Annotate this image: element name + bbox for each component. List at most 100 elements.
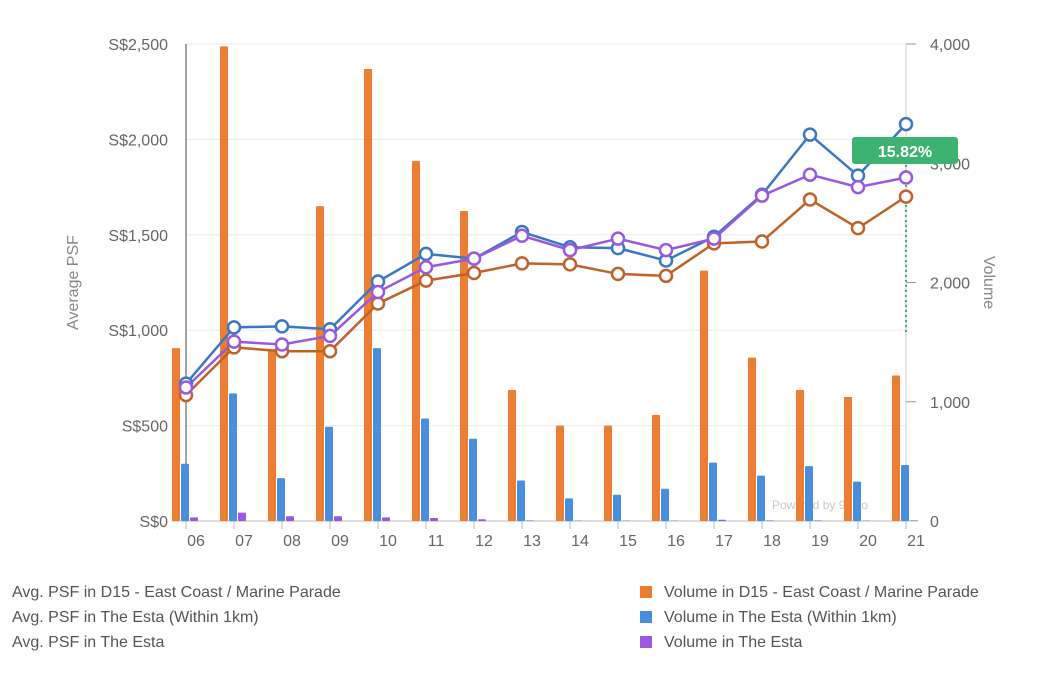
bar (910, 520, 918, 521)
bar (892, 375, 900, 521)
bar (814, 520, 822, 521)
series-line (185, 195, 907, 396)
data-point (802, 167, 818, 182)
bar (556, 425, 564, 521)
bar (229, 393, 237, 521)
y-left-tick-label: S$2,500 (108, 37, 168, 54)
bar (316, 206, 324, 521)
data-point (706, 231, 722, 246)
bar (238, 512, 246, 521)
data-point (754, 234, 770, 249)
bar (565, 498, 573, 521)
legend-label: Volume in D15 - East Coast / Marine Para… (664, 584, 979, 601)
legend-label: Volume in The Esta (Within 1km) (664, 609, 897, 626)
bar (421, 418, 429, 521)
x-tick-label: 18 (763, 533, 781, 550)
data-point (850, 179, 866, 195)
x-tick-label: 17 (715, 533, 733, 550)
legend-item-volume-d15[interactable]: Volume in D15 - East Coast / Marine Para… (640, 580, 979, 605)
x-tick-label: 08 (283, 533, 301, 550)
bar (478, 519, 486, 521)
x-tick-label: 21 (907, 533, 925, 550)
annotation-badge (852, 137, 958, 164)
bar (364, 69, 372, 521)
x-tick-label: 10 (379, 533, 397, 550)
bar (382, 517, 390, 521)
series-line (185, 123, 907, 385)
series-line (185, 173, 907, 389)
data-point (418, 246, 434, 262)
data-point (514, 228, 530, 244)
data-point (754, 188, 770, 203)
y-right-tick-label: 1,000 (930, 395, 970, 412)
x-tick-label: 12 (475, 533, 493, 550)
x-tick-label: 16 (667, 533, 685, 550)
y-left-tick-label: S$1,000 (108, 323, 168, 340)
legend-left: Avg. PSF in D15 - East Coast / Marine Pa… (12, 580, 341, 655)
bar (901, 464, 909, 521)
data-point (658, 242, 674, 258)
data-point (418, 259, 434, 275)
bar (469, 438, 477, 521)
data-point (274, 319, 290, 334)
bar (334, 516, 342, 521)
bar (508, 389, 516, 521)
bar (652, 414, 660, 521)
x-tick-label: 13 (523, 533, 541, 550)
bar (805, 466, 813, 521)
annotation-label: 15.82% (878, 144, 932, 161)
bar (526, 520, 534, 521)
y-left-tick-label: S$1,500 (108, 228, 168, 245)
legend-item-avg-psf-esta-1km[interactable]: Avg. PSF in The Esta (Within 1km) (12, 609, 259, 626)
legend-item-volume-esta[interactable]: Volume in The Esta (640, 630, 979, 655)
y-left-tick-label: S$500 (122, 419, 168, 436)
bar (748, 357, 756, 521)
bar (853, 481, 861, 521)
data-point (322, 328, 338, 344)
bar (412, 160, 420, 522)
y-right-tick-label: 4,000 (930, 37, 970, 54)
x-tick-label: 15 (619, 533, 637, 550)
bar (700, 270, 708, 521)
bar (517, 480, 525, 521)
bar (766, 520, 774, 521)
y-right-tick-label: 2,000 (930, 276, 970, 293)
data-point (178, 380, 194, 395)
data-point (370, 284, 386, 300)
legend-item-volume-esta-1km[interactable]: Volume in The Esta (Within 1km) (640, 605, 979, 630)
data-point (466, 265, 482, 281)
bar (172, 348, 180, 521)
bar (604, 425, 612, 521)
bar (661, 488, 669, 521)
y-left-tick-label: S$0 (140, 514, 169, 531)
legend-item-avg-psf-esta[interactable]: Avg. PSF in The Esta (12, 634, 165, 651)
x-tick-label: 07 (235, 533, 253, 550)
data-point (658, 268, 674, 284)
data-point (898, 170, 914, 185)
legend-swatch-orange (640, 586, 652, 598)
data-point (466, 251, 482, 266)
x-tick-label: 19 (811, 533, 829, 550)
bar (757, 475, 765, 521)
x-tick-label: 11 (428, 533, 445, 550)
y-left-axis-title: Average PSF (65, 235, 82, 330)
bar (460, 210, 468, 521)
y-left-tick-label: S$2,000 (108, 132, 168, 149)
bar (709, 462, 717, 521)
data-point (610, 266, 626, 282)
bar (718, 519, 726, 521)
legend-swatch-blue (640, 611, 652, 623)
legend-item-avg-psf-d15[interactable]: Avg. PSF in D15 - East Coast / Marine Pa… (12, 584, 341, 601)
data-point (562, 242, 578, 258)
bar (325, 426, 333, 521)
data-point (850, 220, 866, 236)
legend-right: Volume in D15 - East Coast / Marine Para… (640, 580, 979, 655)
bar (373, 348, 381, 521)
data-point (898, 189, 914, 204)
bar (844, 396, 852, 521)
data-point (322, 343, 338, 359)
bar (181, 463, 189, 521)
x-tick-label: 09 (331, 533, 349, 550)
data-point (274, 337, 290, 352)
bar (286, 516, 294, 521)
